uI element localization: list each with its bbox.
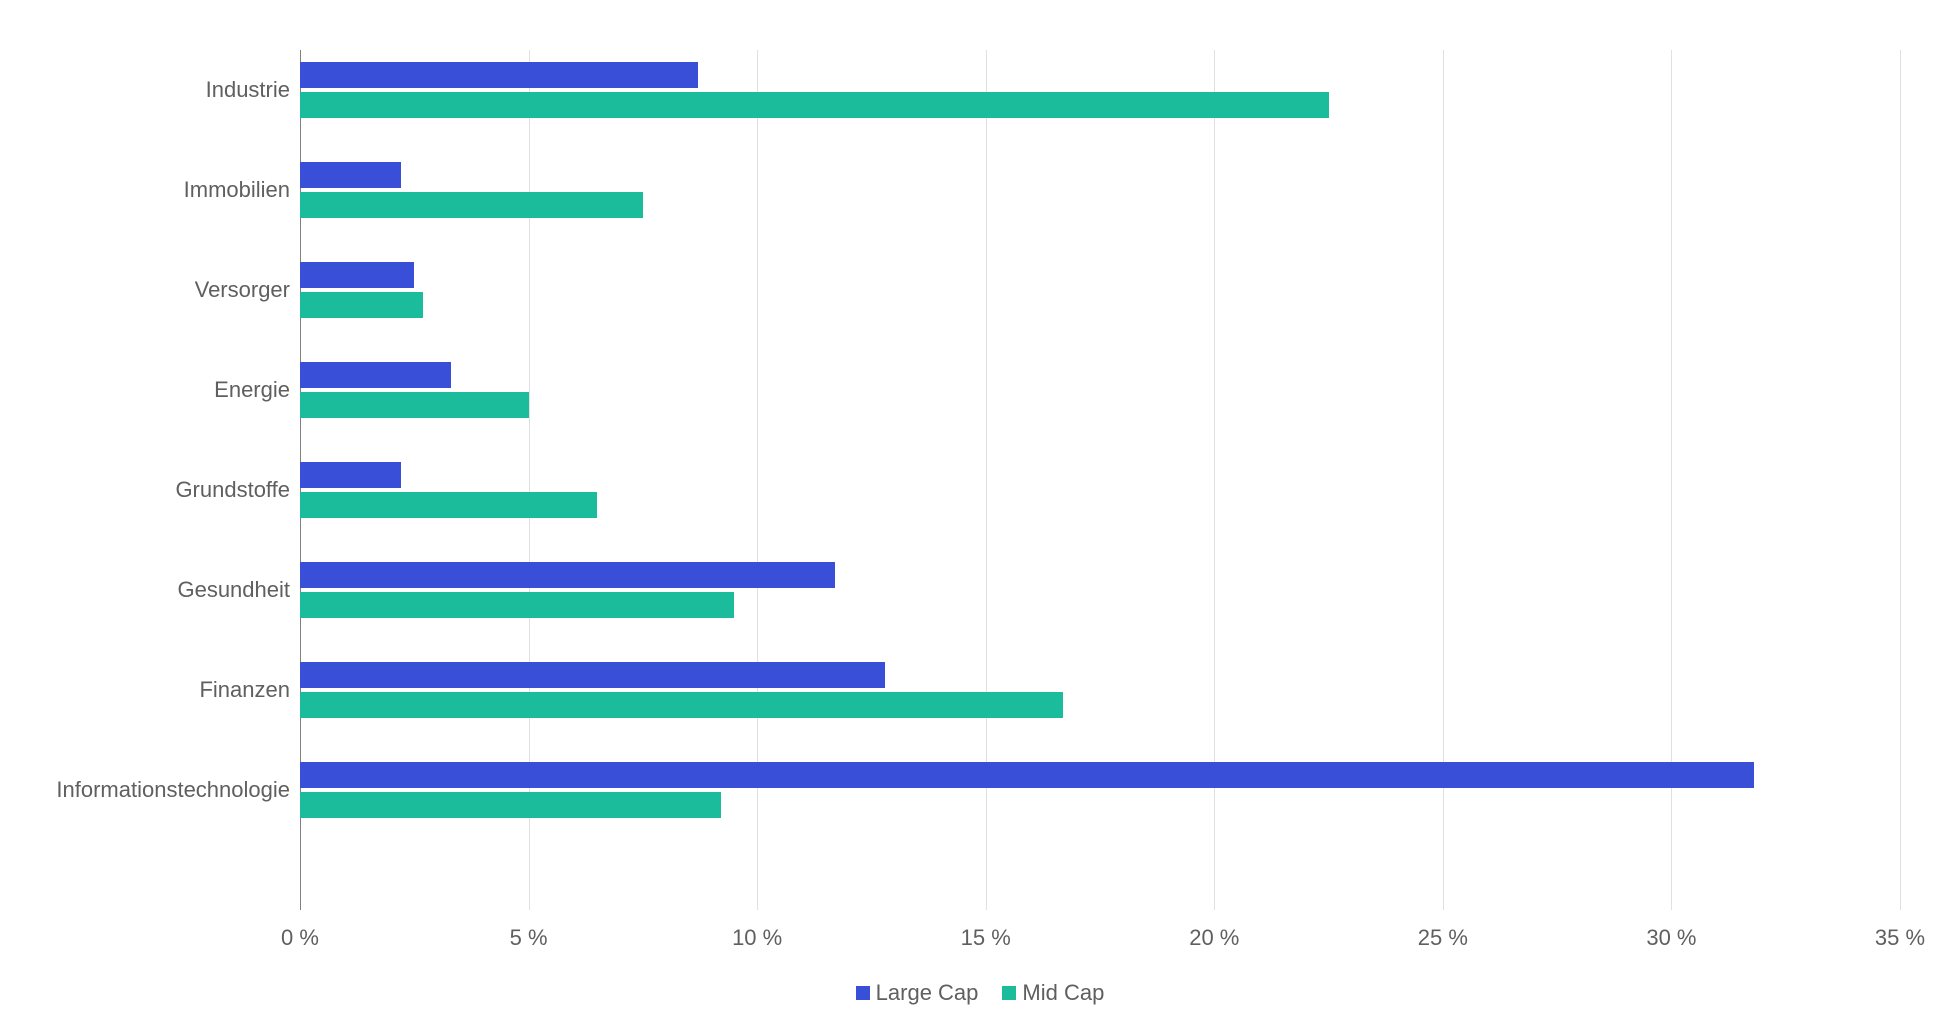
bar-large-cap (300, 362, 451, 388)
legend: Large Cap Mid Cap (20, 980, 1940, 1006)
x-tick-label: 35 % (1875, 925, 1925, 951)
bar-mid-cap (300, 92, 1329, 118)
legend-item: Large Cap (856, 980, 979, 1006)
legend-swatch (1002, 986, 1016, 1000)
category-label: Versorger (30, 277, 290, 303)
category-label: Grundstoffe (30, 477, 290, 503)
legend-label: Mid Cap (1022, 980, 1104, 1006)
category-label: Informationstechnologie (30, 777, 290, 803)
x-tick-label: 30 % (1646, 925, 1696, 951)
bar-large-cap (300, 762, 1754, 788)
legend-swatch (856, 986, 870, 1000)
bar-mid-cap (300, 492, 597, 518)
bar-large-cap (300, 162, 401, 188)
bar-mid-cap (300, 692, 1063, 718)
x-tick-label: 25 % (1418, 925, 1468, 951)
x-tick-label: 0 % (281, 925, 319, 951)
category-label: Industrie (30, 77, 290, 103)
bar-mid-cap (300, 592, 734, 618)
x-tick-label: 15 % (961, 925, 1011, 951)
bar-mid-cap (300, 392, 529, 418)
bar-large-cap (300, 62, 698, 88)
bar-large-cap (300, 562, 835, 588)
bar-mid-cap (300, 292, 423, 318)
x-tick-label: 20 % (1189, 925, 1239, 951)
category-label: Gesundheit (30, 577, 290, 603)
bar-mid-cap (300, 792, 721, 818)
bar-large-cap (300, 262, 414, 288)
sector-bar-chart: Industrie Immobilien Versorger Energie Grund… (20, 20, 1940, 1016)
plot-area (300, 50, 1900, 910)
legend-item: Mid Cap (1002, 980, 1104, 1006)
bar-large-cap (300, 462, 401, 488)
category-label: Energie (30, 377, 290, 403)
category-label: Finanzen (30, 677, 290, 703)
gridline (1900, 50, 1901, 910)
category-label: Immobilien (30, 177, 290, 203)
x-tick-label: 5 % (510, 925, 548, 951)
bar-mid-cap (300, 192, 643, 218)
bar-large-cap (300, 662, 885, 688)
x-tick-label: 10 % (732, 925, 782, 951)
legend-label: Large Cap (876, 980, 979, 1006)
